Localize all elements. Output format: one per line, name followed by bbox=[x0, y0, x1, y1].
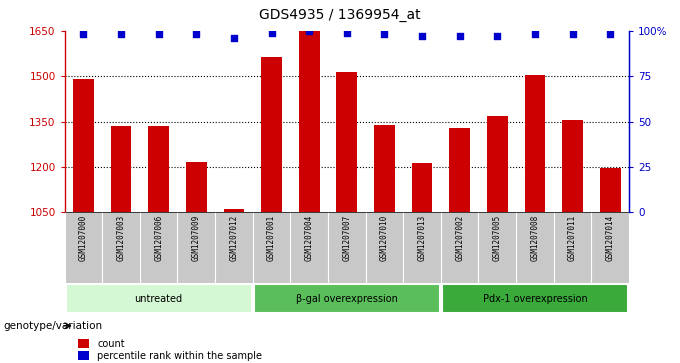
Point bbox=[341, 30, 352, 36]
Bar bbox=[487, 115, 508, 212]
Text: GSM1207008: GSM1207008 bbox=[530, 215, 539, 261]
Text: GSM1207014: GSM1207014 bbox=[606, 215, 615, 261]
Bar bbox=[299, 32, 320, 212]
Text: GSM1207003: GSM1207003 bbox=[116, 215, 126, 261]
Text: count: count bbox=[97, 339, 125, 349]
Point bbox=[228, 35, 239, 41]
Bar bbox=[78, 351, 89, 360]
Point bbox=[116, 32, 126, 37]
Text: β-gal overexpression: β-gal overexpression bbox=[296, 294, 398, 303]
Point bbox=[304, 28, 315, 34]
Text: GSM1207005: GSM1207005 bbox=[493, 215, 502, 261]
Text: Pdx-1 overexpression: Pdx-1 overexpression bbox=[483, 294, 588, 303]
Text: GSM1207002: GSM1207002 bbox=[455, 215, 464, 261]
Bar bbox=[186, 163, 207, 212]
Point bbox=[567, 32, 578, 37]
Bar bbox=[600, 168, 621, 212]
Text: GDS4935 / 1369954_at: GDS4935 / 1369954_at bbox=[259, 8, 421, 22]
Text: genotype/variation: genotype/variation bbox=[3, 321, 103, 331]
Bar bbox=[337, 72, 357, 212]
Text: GSM1207007: GSM1207007 bbox=[342, 215, 352, 261]
Point bbox=[492, 33, 503, 39]
Point bbox=[530, 32, 541, 37]
Bar bbox=[442, 284, 628, 313]
Text: percentile rank within the sample: percentile rank within the sample bbox=[97, 351, 262, 360]
Text: untreated: untreated bbox=[135, 294, 183, 303]
Bar bbox=[449, 128, 470, 212]
Text: GSM1207012: GSM1207012 bbox=[229, 215, 239, 261]
Bar bbox=[524, 75, 545, 212]
Point bbox=[191, 32, 202, 37]
Point bbox=[605, 32, 615, 37]
Bar bbox=[66, 284, 252, 313]
Point bbox=[266, 30, 277, 36]
Point bbox=[78, 32, 89, 37]
Bar bbox=[73, 79, 94, 212]
Point bbox=[379, 32, 390, 37]
Bar bbox=[148, 126, 169, 212]
Point bbox=[153, 32, 164, 37]
Text: GSM1207011: GSM1207011 bbox=[568, 215, 577, 261]
Text: GSM1207000: GSM1207000 bbox=[79, 215, 88, 261]
Text: GSM1207001: GSM1207001 bbox=[267, 215, 276, 261]
Point bbox=[454, 33, 465, 39]
Text: GSM1207010: GSM1207010 bbox=[380, 215, 389, 261]
Bar bbox=[111, 126, 131, 212]
Bar bbox=[374, 125, 395, 212]
Bar bbox=[261, 57, 282, 212]
Text: GSM1207006: GSM1207006 bbox=[154, 215, 163, 261]
Bar bbox=[562, 120, 583, 212]
Bar bbox=[78, 339, 89, 348]
Point bbox=[417, 33, 428, 39]
Text: GSM1207013: GSM1207013 bbox=[418, 215, 426, 261]
Text: GSM1207009: GSM1207009 bbox=[192, 215, 201, 261]
Text: GSM1207004: GSM1207004 bbox=[305, 215, 313, 261]
Bar bbox=[224, 209, 244, 212]
Bar bbox=[411, 163, 432, 212]
Bar bbox=[254, 284, 440, 313]
